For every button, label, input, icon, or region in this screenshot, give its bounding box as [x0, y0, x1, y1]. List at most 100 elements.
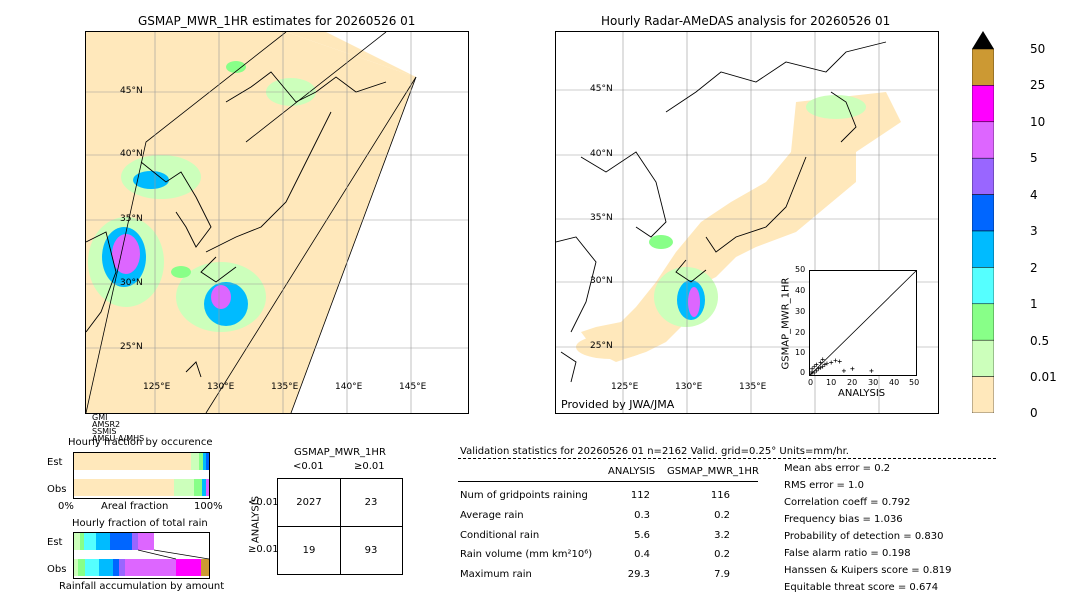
total-rain-bar-obs — [113, 559, 119, 576]
scatter-point — [822, 362, 827, 367]
right-lat-label: 45°N — [590, 84, 613, 94]
total-rain-xlabel: Rainfall accumulation by amount — [59, 581, 225, 592]
scatter-point — [814, 368, 819, 373]
left-coastline — [86, 71, 387, 378]
sensor-label: AMSR2 — [92, 420, 121, 429]
scatter-point — [812, 364, 817, 369]
total-rain-bar-obs — [85, 559, 99, 576]
validation-score: Probability of detection = 0.830 — [784, 531, 944, 542]
scatter-diagonal — [809, 270, 917, 376]
colorbar-label: 5 — [1030, 151, 1038, 165]
colorbar-label: 4 — [1030, 188, 1038, 202]
total-rain-bar-obs — [176, 559, 201, 576]
scatter-point — [829, 360, 834, 365]
validation-row-analysis: 29.3 — [627, 569, 650, 580]
validation-row-analysis: 0.4 — [634, 549, 650, 560]
left-lon-label: 130°E — [207, 382, 235, 392]
occurrence-bar-obs-blue — [202, 479, 206, 496]
left-swath-border — [245, 32, 387, 143]
right-lat-label: 30°N — [590, 276, 613, 286]
scatter-point — [824, 361, 829, 366]
validation-score: Mean abs error = 0.2 — [784, 463, 891, 474]
colorbar-segment — [971, 48, 995, 86]
contingency-row-header: ≥0.01 — [248, 544, 279, 555]
occurrence-bar-est-green — [199, 453, 203, 470]
scatter-point — [820, 357, 825, 362]
scatter-ytick: 0 — [800, 368, 806, 377]
validation-row-gsmap: 0.2 — [714, 510, 730, 521]
occurrence-bar-obs-zero — [74, 479, 174, 496]
validation-col-gsmap: GSMAP_MWR_1HR — [667, 466, 759, 477]
left-map-grid — [86, 32, 468, 413]
right-coastline — [556, 41, 887, 383]
colorbar-label: 0.5 — [1030, 334, 1050, 348]
left-rain-cell — [211, 285, 231, 309]
occurrence-chart — [73, 452, 210, 499]
colorbar-label: 2 — [1030, 261, 1038, 275]
occurrence-bar-est-zero — [74, 453, 191, 470]
colorbar-segment — [971, 303, 995, 341]
scatter-ytick: 50 — [795, 265, 806, 274]
colorbar-label: 3 — [1030, 224, 1038, 238]
colorbar-segment — [971, 194, 995, 232]
left-swath-border — [205, 76, 417, 413]
validation-row-label: Average rain — [460, 510, 524, 521]
total-rain-bar-est — [138, 533, 154, 550]
total-rain-row-label: Obs — [47, 564, 67, 575]
validation-score: RMS error = 1.0 — [784, 480, 864, 491]
validation-row-analysis: 0.3 — [634, 510, 650, 521]
validation-row-label: Conditional rain — [460, 530, 540, 541]
validation-row-analysis: 5.6 — [634, 530, 650, 541]
right-rain-cell — [649, 235, 673, 249]
colorbar-label: 50 — [1030, 42, 1046, 56]
total-rain-bar-obs — [78, 559, 85, 576]
left-lon-label: 125°E — [143, 382, 171, 392]
sensor-label: AMSU-A/MHS — [92, 434, 145, 443]
sensor-list: GMI AMSR2 SSMIS AMSU-A/MHS — [92, 413, 145, 443]
occurrence-xaxis-mid: Areal fraction — [101, 501, 169, 512]
left-rain-cell — [171, 266, 191, 278]
sensor-label: GMI — [92, 413, 108, 422]
contingency-col-header: <0.01 — [293, 461, 324, 472]
scatter-plot — [809, 270, 917, 376]
colorbar-label: 1 — [1030, 297, 1038, 311]
scatter-point — [816, 366, 821, 371]
left-map-canvas — [86, 32, 468, 413]
total-rain-chart — [73, 532, 210, 579]
validation-score: Frequency bias = 1.036 — [784, 514, 903, 525]
right-lon-label: 130°E — [675, 382, 703, 392]
occurrence-bar-obs-purple — [206, 479, 209, 496]
total-rain-bar-obs — [201, 559, 209, 576]
occurrence-title: Hourly fraction by occurence — [68, 437, 213, 448]
contingency-cell: 23 — [364, 497, 378, 508]
scatter-point — [837, 359, 842, 364]
right-rain-cell — [688, 287, 700, 317]
contingency-col-header: ≥0.01 — [354, 461, 385, 472]
occurrence-bar-est-dark — [206, 453, 209, 470]
right-map: 45°N 40°N 35°N 30°N 25°N 125°E 130°E 135… — [555, 31, 939, 414]
validation-col-rule — [458, 481, 758, 482]
scatter-xtick: 20 — [847, 378, 858, 387]
scatter-point — [810, 366, 815, 371]
total-rain-connectors — [137, 549, 209, 560]
contingency-cell: 2027 — [296, 497, 322, 508]
scatter-xtick: 0 — [808, 378, 814, 387]
occurrence-xaxis-right: 100% — [194, 501, 223, 512]
contingency-table: 2027 23 19 93 — [277, 478, 403, 575]
right-lon-label: 135°E — [739, 382, 767, 392]
total-rain-bar-obs — [99, 559, 113, 576]
left-map: 45°N 40°N 35°N 30°N 25°N 125°E 130°E 135… — [85, 31, 469, 414]
left-lat-label: 40°N — [120, 149, 143, 159]
colorbar-label: 0 — [1030, 406, 1038, 420]
radar-credit: Provided by JWA/JMA — [561, 398, 675, 411]
total-rain-bar-est — [96, 533, 110, 550]
total-rain-bar-est — [74, 533, 80, 550]
left-lon-label: 145°E — [399, 382, 427, 392]
left-lat-label: 35°N — [120, 214, 143, 224]
validation-score: Equitable threat score = 0.674 — [784, 582, 939, 593]
right-lat-label: 25°N — [590, 341, 613, 351]
colorbar-label: 10 — [1030, 115, 1046, 129]
scatter-ytick: 20 — [795, 328, 806, 337]
left-rain-cell — [133, 171, 169, 189]
scatter-xtick: 40 — [889, 378, 900, 387]
